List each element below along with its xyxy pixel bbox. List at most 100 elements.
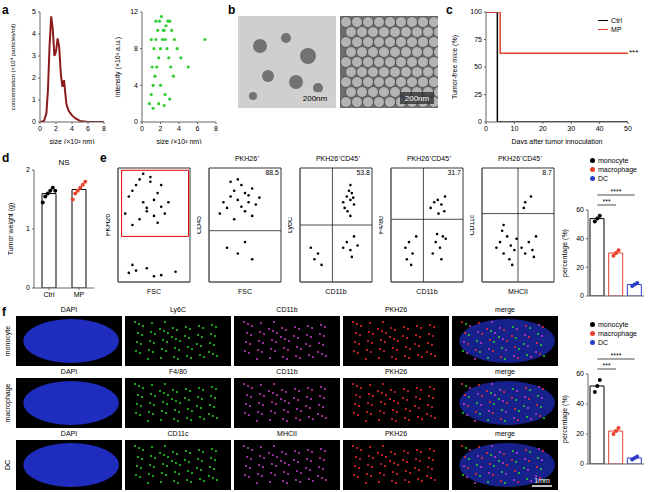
svg-text:2: 2 bbox=[32, 74, 36, 81]
svg-text:12: 12 bbox=[130, 8, 138, 15]
svg-text:1: 1 bbox=[26, 225, 30, 232]
svg-text:60: 60 bbox=[576, 206, 584, 213]
html-text:CD11b: CD11b bbox=[276, 368, 298, 375]
svg-text:size (×10² nm): size (×10² nm) bbox=[157, 138, 202, 144]
svg-text:****: **** bbox=[611, 188, 622, 195]
svg-text:8: 8 bbox=[134, 45, 138, 52]
svg-text:***: *** bbox=[603, 362, 611, 369]
svg-text:3: 3 bbox=[32, 52, 36, 59]
svg-text:MP: MP bbox=[74, 291, 85, 298]
svg-text:FSC: FSC bbox=[147, 288, 161, 294]
svg-text:CD45: CD45 bbox=[197, 216, 202, 234]
svg-text:40: 40 bbox=[576, 400, 584, 407]
html-text:DC: DC bbox=[598, 175, 609, 182]
svg-text:0: 0 bbox=[32, 118, 36, 125]
html-text:PKH26⁺CD45⁺: PKH26⁺CD45⁺ bbox=[316, 155, 360, 162]
html-text:NS: NS bbox=[58, 158, 70, 167]
svg-text:53.8: 53.8 bbox=[356, 169, 370, 176]
svg-text:percentage (%): percentage (%) bbox=[562, 395, 569, 443]
svg-text:2: 2 bbox=[159, 125, 163, 132]
html-text:Ly6C: Ly6C bbox=[170, 306, 186, 313]
html-text:DAPI: DAPI bbox=[60, 306, 78, 313]
svg-text:4: 4 bbox=[32, 30, 36, 37]
svg-text:5: 5 bbox=[32, 8, 36, 15]
svg-text:intensity (×10³ a.u.): intensity (×10³ a.u.) bbox=[114, 37, 122, 97]
svg-text:0: 0 bbox=[134, 118, 138, 125]
svg-text:20: 20 bbox=[539, 125, 547, 132]
svg-text:FSC: FSC bbox=[238, 288, 252, 294]
svg-text:200nm: 200nm bbox=[303, 94, 328, 103]
svg-text:***: *** bbox=[603, 198, 611, 205]
svg-text:8.7: 8.7 bbox=[542, 169, 552, 176]
svg-text:CD11b: CD11b bbox=[416, 288, 437, 294]
svg-text:31.7: 31.7 bbox=[447, 169, 461, 176]
svg-text:10: 10 bbox=[511, 125, 519, 132]
svg-text:Tumor weight (g): Tumor weight (g) bbox=[8, 203, 15, 256]
svg-text:2: 2 bbox=[54, 125, 58, 132]
html-text:F4/80: F4/80 bbox=[169, 368, 187, 375]
svg-text:macrophage: macrophage bbox=[8, 383, 12, 422]
svg-text:100: 100 bbox=[470, 8, 482, 15]
svg-text:4: 4 bbox=[177, 125, 181, 132]
svg-text:200nm: 200nm bbox=[405, 94, 430, 103]
html-text:d: d bbox=[2, 151, 10, 165]
svg-text:monocyte: monocyte bbox=[8, 326, 12, 356]
svg-text:6: 6 bbox=[86, 125, 90, 132]
html-text:PKH26⁺CD45⁺: PKH26⁺CD45⁺ bbox=[498, 155, 542, 162]
svg-text:8: 8 bbox=[214, 125, 218, 132]
html-text:PKH26: PKH26 bbox=[384, 306, 408, 313]
svg-text:20: 20 bbox=[576, 264, 584, 271]
svg-text:CD11b: CD11b bbox=[325, 288, 346, 294]
svg-text:1mm: 1mm bbox=[534, 477, 550, 484]
svg-text:DC: DC bbox=[8, 460, 11, 470]
html-text:a: a bbox=[2, 3, 9, 17]
svg-text:4: 4 bbox=[134, 82, 138, 89]
svg-text:0: 0 bbox=[26, 284, 30, 291]
svg-text:6: 6 bbox=[196, 125, 200, 132]
svg-text:50: 50 bbox=[624, 125, 632, 132]
svg-text:percentage (%): percentage (%) bbox=[562, 229, 569, 277]
svg-text:4: 4 bbox=[70, 125, 74, 132]
svg-text:Tumor-free mice (%): Tumor-free mice (%) bbox=[452, 35, 459, 99]
svg-text:MHCII: MHCII bbox=[508, 288, 528, 294]
svg-text:Days after tumor innoculation: Days after tumor innoculation bbox=[511, 138, 602, 144]
svg-text:60: 60 bbox=[576, 370, 584, 377]
svg-text:8: 8 bbox=[102, 125, 106, 132]
svg-text:****: **** bbox=[611, 352, 622, 359]
svg-text:0: 0 bbox=[140, 125, 144, 132]
html-text:e: e bbox=[100, 151, 107, 165]
svg-text:F4/80: F4/80 bbox=[379, 216, 384, 234]
html-text:CD11b: CD11b bbox=[276, 306, 298, 313]
svg-text:PKH26: PKH26 bbox=[106, 214, 111, 236]
svg-text:concentration (×10⁹ particles/: concentration (×10⁹ particles/ml) bbox=[10, 24, 16, 110]
svg-text:0: 0 bbox=[484, 125, 488, 132]
html-text:PKH26⁺CD45⁺: PKH26⁺CD45⁺ bbox=[407, 155, 451, 162]
html-text:PKH26⁺: PKH26⁺ bbox=[234, 155, 260, 162]
html-text:MP: MP bbox=[611, 26, 622, 33]
svg-text:0: 0 bbox=[580, 292, 584, 299]
svg-text:40: 40 bbox=[576, 235, 584, 242]
svg-text:50: 50 bbox=[474, 63, 482, 70]
svg-text:0: 0 bbox=[580, 460, 584, 467]
svg-text:88.5: 88.5 bbox=[265, 169, 279, 176]
html-text:Ctrl: Ctrl bbox=[611, 17, 622, 24]
html-text:DAPI: DAPI bbox=[60, 368, 78, 375]
svg-text:size (×10² nm): size (×10² nm) bbox=[50, 138, 95, 144]
html-text:c: c bbox=[446, 3, 453, 17]
svg-text:Ly6C: Ly6C bbox=[288, 217, 294, 233]
svg-text:30: 30 bbox=[567, 125, 575, 132]
html-text:macrophage: macrophage bbox=[598, 166, 637, 173]
svg-text:1: 1 bbox=[32, 96, 36, 103]
svg-text:Ctrl: Ctrl bbox=[44, 291, 55, 298]
svg-text:40: 40 bbox=[596, 125, 604, 132]
svg-text:0: 0 bbox=[38, 125, 42, 132]
svg-text:75: 75 bbox=[474, 36, 482, 43]
html-text:monocyte: monocyte bbox=[598, 157, 629, 164]
svg-text:0: 0 bbox=[478, 118, 482, 125]
svg-text:20: 20 bbox=[576, 430, 584, 437]
html-text:merge: merge bbox=[495, 306, 515, 313]
svg-text:25: 25 bbox=[474, 91, 482, 98]
svg-text:2: 2 bbox=[26, 166, 30, 173]
html-text:b: b bbox=[228, 3, 236, 17]
svg-text:CD11c: CD11c bbox=[470, 214, 475, 235]
